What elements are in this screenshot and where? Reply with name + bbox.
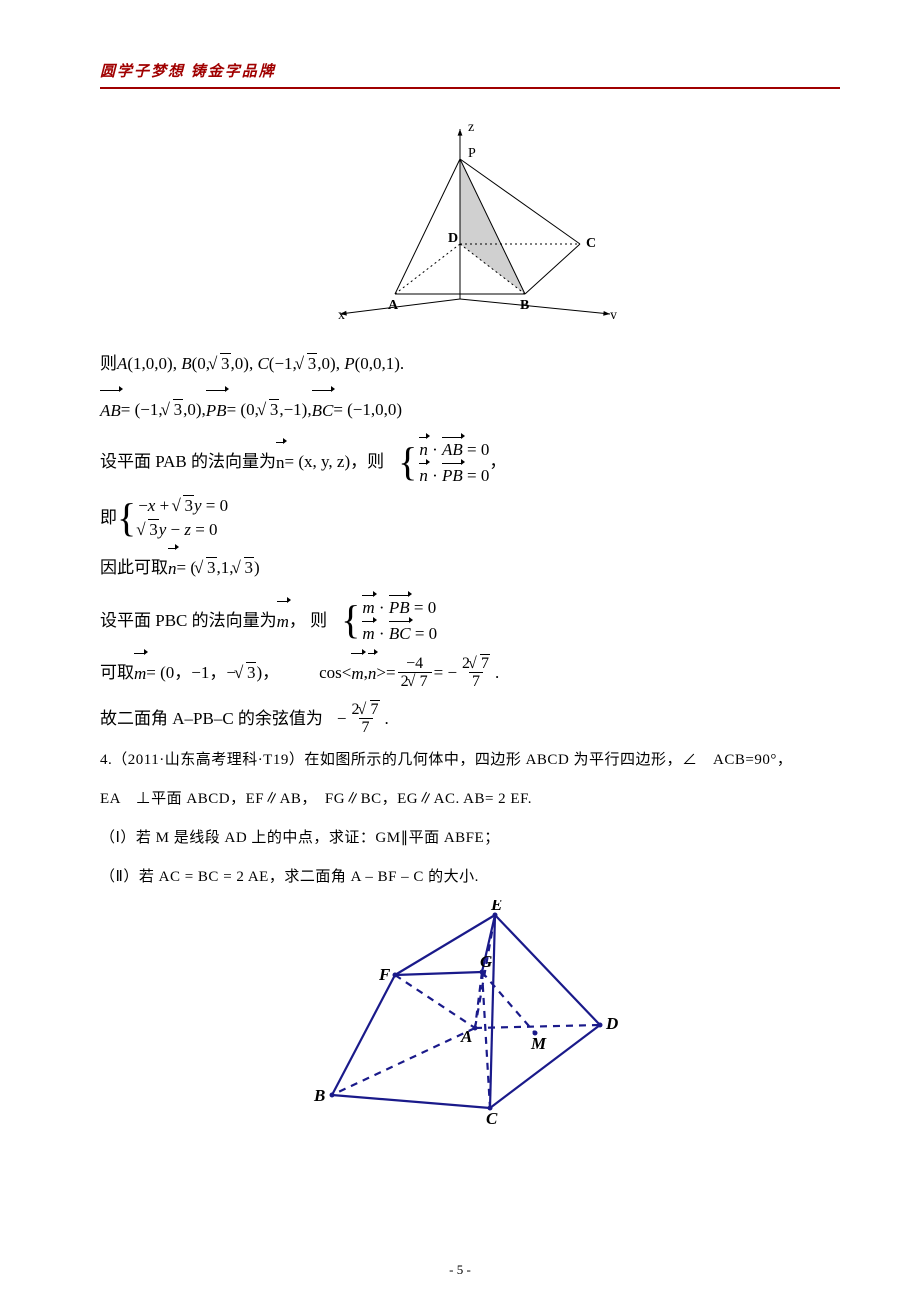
svg-text:z: z <box>468 120 474 135</box>
svg-text:D: D <box>448 231 458 246</box>
line-n-take: 因此可取 n = (3,1,3) <box>100 547 840 588</box>
svg-text:G: G <box>480 952 493 971</box>
problem4-line3: （Ⅰ）若 M 是线段 AD 上的中点，求证：GM∥平面 ABFE； <box>100 822 840 855</box>
header-motto: 圆学子梦想 铸金字品牌 <box>100 60 840 89</box>
line-m-intro: 设平面 PBC 的法向量为 m ， 则 { m · PB = 0 m · BC … <box>100 594 840 646</box>
diagram-coordinate-pyramid: z x y P A B C D <box>100 119 840 324</box>
line-points: 则 A(1,0,0), B(0,3,0), C(−1,3,0), P(0,0,1… <box>100 344 840 383</box>
line-vectors: AB = (−1,3,0), PB = (0,3,−1), BC = (−1,0… <box>100 389 840 430</box>
diagram-parallelogram-solid: E F G A M D B C <box>100 900 840 1135</box>
svg-text:A: A <box>460 1027 472 1046</box>
svg-text:y: y <box>610 308 617 319</box>
svg-text:C: C <box>586 236 596 251</box>
page-number: - 5 - <box>0 1262 920 1278</box>
svg-text:A: A <box>388 298 399 313</box>
line-n-intro: 设平面 PAB 的法向量为 n = (x, y, z)， 则 { n · AB … <box>100 436 840 488</box>
problem4-line1: 4.（2011·山东高考理科·T19）在如图所示的几何体中，四边形 ABCD 为… <box>100 744 840 777</box>
problem4-line2: EA ⊥平面 ABCD，EF∥AB， FG∥BC，EG∥AC. AB= 2 EF… <box>100 783 840 816</box>
svg-text:x: x <box>338 308 345 319</box>
svg-text:E: E <box>490 900 502 914</box>
svg-text:B: B <box>520 298 529 313</box>
svg-text:C: C <box>486 1109 498 1128</box>
line-final: 故二面角 A–PB–C 的余弦值为 − 277 . <box>100 699 840 738</box>
line-m-take-cos: 可取 m = (0，−1，−3)， cos< m, n >= −427 = − … <box>100 652 840 693</box>
svg-text:P: P <box>468 146 476 161</box>
svg-text:F: F <box>378 965 391 984</box>
problem4-line4: （Ⅱ）若 AC = BC = 2 AE，求二面角 A – BF – C 的大小. <box>100 861 840 894</box>
svg-text:B: B <box>313 1086 325 1105</box>
line-eq-system: 即 { −x + 3y = 0 3y − z = 0 <box>100 494 840 542</box>
svg-text:D: D <box>605 1014 618 1033</box>
svg-text:M: M <box>530 1034 547 1053</box>
